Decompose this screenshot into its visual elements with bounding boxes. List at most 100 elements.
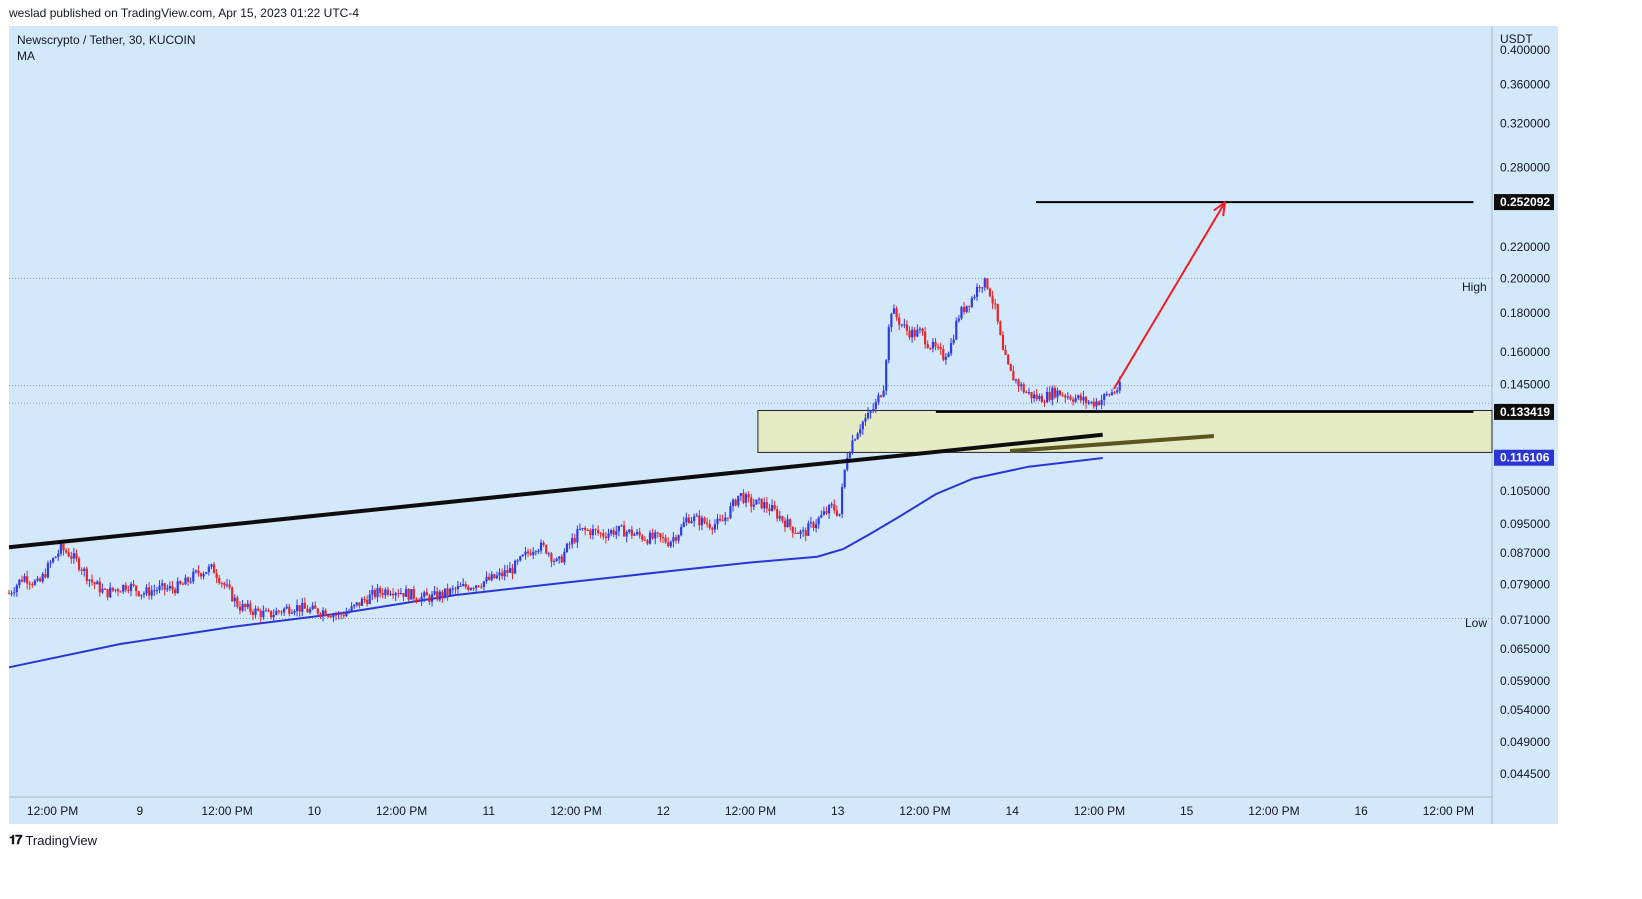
candle-body [70,556,73,559]
price-tick-label: 0.065000 [1500,642,1550,656]
candle-body [109,587,112,598]
candle-body [949,343,953,354]
candle-body [469,588,473,590]
candle-body [1030,391,1033,399]
candle-body [703,517,706,523]
candle-body [783,520,787,528]
candle-body [303,602,306,609]
candle-body [620,525,623,527]
candle-body [739,493,742,496]
candle-body [1100,400,1103,405]
candle-body [700,517,704,526]
candle-body [983,278,986,288]
candle-body [1118,382,1121,391]
candle-body [558,556,561,559]
candle-body [259,610,262,618]
price-scale[interactable] [1492,26,1558,824]
candle-body [905,324,909,331]
candle-body [651,532,654,539]
candle-body [358,602,361,606]
candle-body [262,610,265,618]
candle-body [638,531,641,536]
candle-body [734,499,737,506]
chart-legend-indicator[interactable]: MA [17,49,35,63]
time-tick-label: 12:00 PM [1074,804,1125,818]
candle-body [163,583,166,590]
candle-body [656,532,659,534]
low-marker: Low [1465,616,1487,630]
time-scale[interactable] [9,797,1492,824]
time-tick-label: 14 [1006,804,1020,818]
candle-body [391,593,395,596]
candle-body [1058,390,1062,396]
candle-body [28,583,31,585]
candle-body [830,504,833,506]
candle-body [472,588,475,590]
candle-body [490,574,493,580]
candle-body [482,581,486,587]
time-tick-label: 12 [657,804,671,818]
candle-body [936,346,940,348]
candle-body [1001,335,1005,350]
candle-body [1051,387,1054,400]
candle-body [635,531,639,535]
candle-body [371,589,374,595]
candle-body [711,528,714,530]
candle-body [166,588,169,590]
candle-body [885,360,888,391]
candle-body [539,542,543,551]
candle-body [340,613,343,615]
candle-body [773,505,776,510]
candle-body [251,611,255,615]
candle-body [257,608,260,611]
candle-body [929,348,932,350]
candle-body [674,537,678,541]
candle-body [911,329,914,338]
candle-body [760,498,763,509]
candle-body [757,498,761,500]
candle-body [934,341,937,347]
candle-body [672,537,675,542]
candle-body [667,542,670,547]
candle-body [410,589,413,600]
candle-body [179,581,182,584]
candle-body [965,305,968,313]
candle-body [148,587,151,596]
candle-body [1040,396,1044,403]
candle-body [786,519,789,528]
candle-body [119,591,122,593]
candle-body [1095,401,1098,407]
candle-body [591,529,595,536]
time-tick-label: 10 [308,804,322,818]
candle-body [36,578,39,581]
candle-body [135,585,138,592]
candle-body [931,341,935,349]
candle-body [451,588,454,590]
candle-body [706,522,709,524]
candle-body [986,278,989,289]
candle-body [137,591,140,596]
candle-body [233,597,236,602]
candle-body [1082,396,1085,401]
candle-body [433,591,436,595]
candle-body [568,543,571,545]
price-tick-label: 0.400000 [1500,43,1550,57]
candle-body [646,540,649,544]
candle-body [67,552,70,557]
candle-body [532,551,535,555]
candle-body [1009,363,1012,371]
candle-body [581,527,584,529]
candle-body [454,588,457,590]
candle-body [809,522,813,524]
chart-legend-symbol[interactable]: Newscrypto / Tether, 30, KUCOIN [17,33,196,47]
candle-body [988,288,992,297]
candle-body [46,563,50,578]
candle-body [1116,390,1119,393]
candle-body [1064,395,1067,398]
candle-body [215,573,218,579]
candle-body [776,509,779,519]
price-badge-bg [1494,449,1554,466]
candle-body [430,594,434,602]
candle-body [874,402,877,410]
